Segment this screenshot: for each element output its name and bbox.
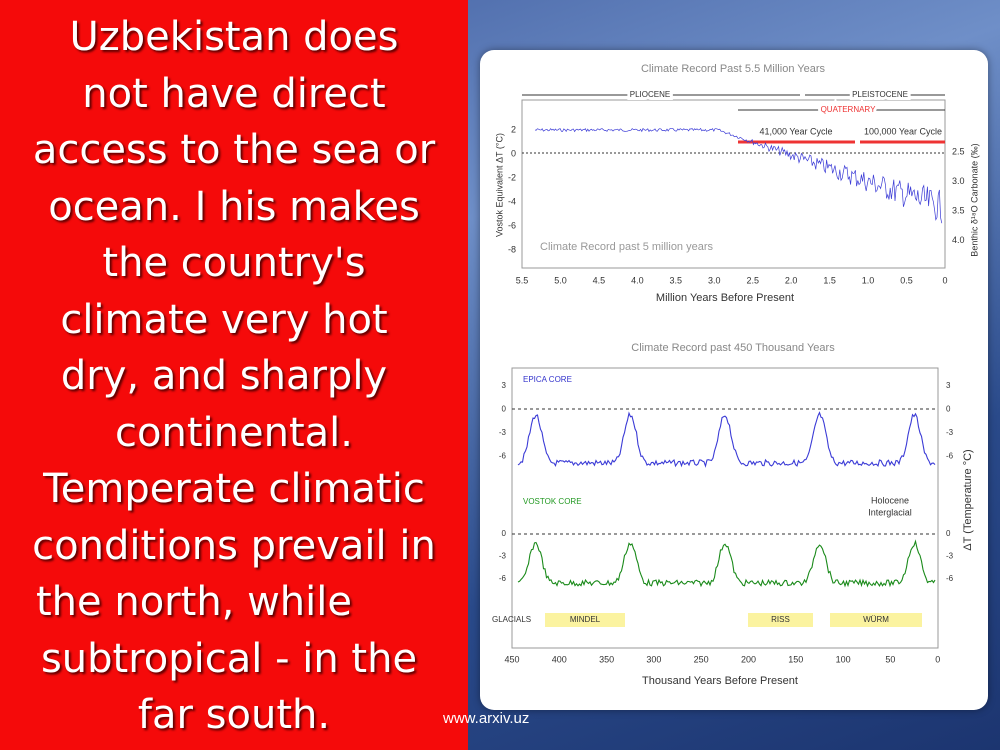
text-line: far south. xyxy=(137,692,331,738)
text-panel: Uzbekistan does not have direct access to … xyxy=(0,0,468,750)
y2-label: Benthic δ¹⁸O Carbonate (‰) xyxy=(969,143,979,256)
record-curve xyxy=(517,411,936,468)
x-tick-label: 200 xyxy=(741,654,756,664)
plot-frame xyxy=(511,367,939,649)
y2-tick-label: 4.0 xyxy=(952,235,965,245)
y-tick-label: -6 xyxy=(508,220,516,230)
text-line: Temperate climatic xyxy=(43,466,425,512)
y-tick-label: 2 xyxy=(511,124,516,134)
y-tick-label: -6 xyxy=(946,452,954,461)
text-line: dry, and sharply xyxy=(60,353,388,399)
x-label: Thousand Years Before Present xyxy=(642,675,798,687)
annotation: Holocene xyxy=(871,495,909,505)
text-line: ocean. I his makes xyxy=(48,183,420,230)
x-tick-label: 0.5 xyxy=(900,275,913,285)
footer: www.arxiv.uz xyxy=(443,710,530,727)
text-line: access to the sea or xyxy=(32,127,436,173)
x-tick-label: 250 xyxy=(694,654,709,664)
period: PLIOCENE xyxy=(630,90,670,99)
x-tick-label: 5.0 xyxy=(554,275,567,285)
x-tick-label: 3.5 xyxy=(670,275,683,285)
y-tick-label: -4 xyxy=(508,196,516,206)
x-tick-label: 400 xyxy=(552,654,567,664)
y-tick-label: 0 xyxy=(946,405,951,414)
x-tick-label: 150 xyxy=(788,654,803,664)
y-tick-label: 0 xyxy=(511,148,516,158)
glacial-band xyxy=(748,613,813,627)
x-tick-label: 1.0 xyxy=(862,275,875,285)
text-line: continental. xyxy=(115,409,353,456)
x-tick-label: 3.0 xyxy=(708,275,721,285)
plot-frame xyxy=(521,99,946,269)
text-line: climate very hot xyxy=(60,296,388,343)
cycle: 100,000 Year Cycle xyxy=(864,126,942,136)
record-curve xyxy=(534,127,943,224)
y-tick-label: -8 xyxy=(508,244,516,254)
text-line: the country's xyxy=(102,240,366,286)
y-label: ΔT (Temperature °C) xyxy=(962,449,974,550)
y-tick-label: -3 xyxy=(499,428,507,437)
y-tick-label: -6 xyxy=(499,452,507,461)
y-label: Vostok Equivalent ΔT (°C) xyxy=(494,133,504,237)
glacial: WÜRM xyxy=(863,615,889,624)
y-tick-label: 0 xyxy=(502,529,507,538)
title: Climate Record Past 5.5 Million Years xyxy=(641,63,826,75)
y-tick-label: -3 xyxy=(946,552,954,561)
text-line: conditions prevail in xyxy=(32,522,436,569)
x-tick-label: 50 xyxy=(885,654,895,664)
glacial: MINDEL xyxy=(570,615,601,624)
x-tick-label: 0 xyxy=(942,275,947,285)
y-tick-label: -3 xyxy=(946,428,954,437)
x-tick-label: 350 xyxy=(599,654,614,664)
x-tick-label: 5.5 xyxy=(516,275,529,285)
y-tick-label: -2 xyxy=(508,172,516,182)
x-tick-label: 100 xyxy=(836,654,851,664)
text-line: the north, while xyxy=(36,579,352,625)
y-tick-label: -6 xyxy=(946,574,954,583)
record-curve xyxy=(517,539,936,588)
glacial: RISS xyxy=(771,615,790,624)
x-tick-label: 1.5 xyxy=(823,275,836,285)
x-tick-label: 4.0 xyxy=(631,275,644,285)
glacial-band xyxy=(830,613,922,627)
x-tick-label: 4.5 xyxy=(593,275,606,285)
y-tick-label: -6 xyxy=(499,574,507,583)
y2-tick-label: 2.5 xyxy=(952,146,965,156)
x-tick-label: 450 xyxy=(504,654,519,664)
cycle: 41,000 Year Cycle xyxy=(759,126,832,136)
x-tick-label: 0 xyxy=(935,654,940,664)
figure-card xyxy=(480,50,988,710)
x-tick-label: 2.5 xyxy=(746,275,759,285)
core-label: EPICA CORE xyxy=(523,375,572,384)
text-line: subtropical - in the xyxy=(40,635,418,682)
y-tick-label: 0 xyxy=(502,405,507,414)
x-label: Million Years Before Present xyxy=(656,292,794,304)
y-tick-label: 0 xyxy=(946,529,951,538)
glacial-band xyxy=(545,613,625,627)
text-line: not have direct xyxy=(82,70,386,117)
x-tick-label: 300 xyxy=(646,654,661,664)
period: QUATERNARY xyxy=(821,105,876,114)
y2-tick-label: 3.0 xyxy=(952,176,965,186)
glacials-label: GLACIALS xyxy=(492,615,531,624)
period: PLEISTOCENE xyxy=(852,90,908,99)
core-label: VOSTOK CORE xyxy=(523,497,582,506)
title: Climate Record past 450 Thousand Years xyxy=(631,342,835,354)
y2-tick-label: 3.5 xyxy=(952,205,965,215)
text-line: Uzbekistan does xyxy=(69,14,399,60)
y-tick-label: 3 xyxy=(502,381,507,390)
y-tick-label: -3 xyxy=(499,552,507,561)
inner-label: Climate Record past 5 million years xyxy=(540,241,714,253)
y-tick-label: 3 xyxy=(946,381,951,390)
x-tick-label: 2.0 xyxy=(785,275,798,285)
annotation: Interglacial xyxy=(868,507,912,517)
